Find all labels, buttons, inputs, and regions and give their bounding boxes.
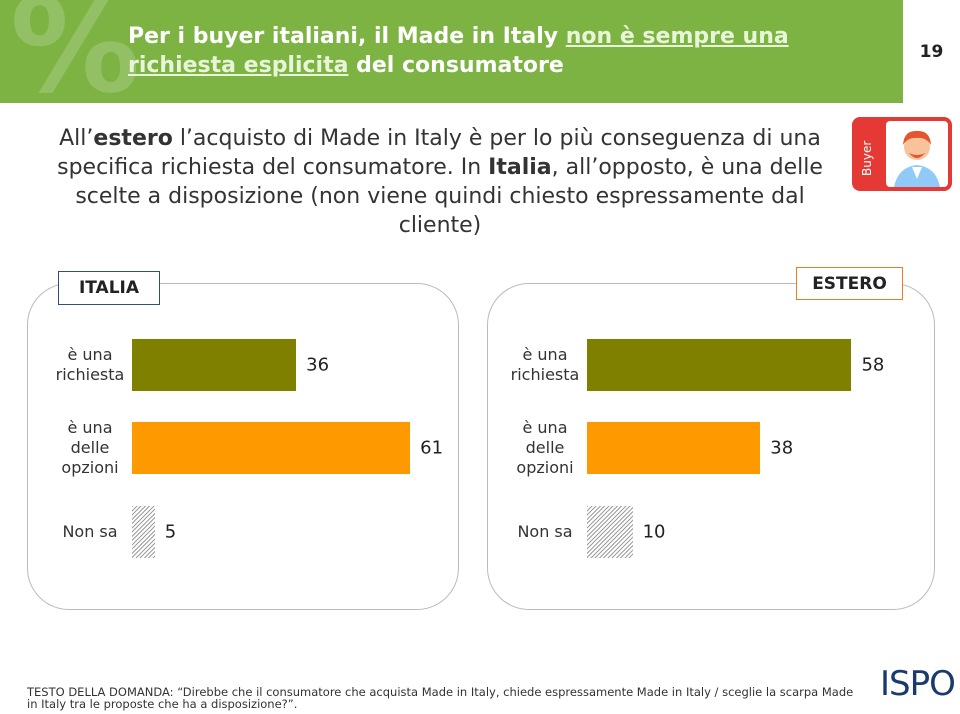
chart-title: ITALIA — [58, 271, 160, 305]
text: , all’opposto, è una delle scelte a disp… — [75, 155, 823, 238]
category-label: è una delle opzioni — [516, 418, 574, 477]
text: Italia — [488, 155, 552, 180]
badge — [852, 117, 952, 191]
text: All’ — [59, 126, 94, 151]
decoration: % — [10, 0, 141, 122]
category-label: è una richiesta — [55, 345, 125, 384]
text: estero — [93, 126, 173, 151]
title-part: non è sempre una richiesta esplicita — [128, 24, 789, 78]
bar — [587, 506, 633, 558]
footnote: TESTO DELLA DOMANDA: “Direbbe che il con… — [27, 685, 854, 711]
text: l’acquisto di Made in Italy è per lo più… — [57, 126, 821, 180]
bar — [132, 422, 411, 474]
category-label: Non sa — [62, 522, 118, 541]
chart-panel — [487, 283, 935, 610]
bar — [587, 339, 852, 391]
badge-label: Buyer — [860, 140, 874, 176]
category-label: è una richiesta — [510, 345, 580, 384]
category-label: è una delle opzioni — [61, 418, 119, 477]
value-label: 36 — [306, 354, 330, 376]
chart-title: ESTERO — [796, 267, 903, 300]
value-label: 38 — [770, 437, 794, 459]
buyer-icon — [886, 121, 948, 187]
value-label: 5 — [164, 521, 177, 543]
title-part: Per i buyer italiani, il Made in Italy — [128, 24, 566, 49]
chart-panel — [27, 283, 459, 610]
title-part: del consumatore — [348, 53, 564, 78]
page-number: 19 — [919, 41, 944, 62]
subtitle: All’estero l’acquisto di Made in Italy è… — [40, 124, 840, 240]
value-label: 58 — [861, 354, 885, 376]
slide-title: Per i buyer italiani, il Made in Italy n… — [128, 22, 868, 80]
category-label: Non sa — [517, 522, 573, 541]
value-label: 61 — [420, 437, 444, 459]
value-label: 10 — [642, 521, 666, 543]
logo: ISPO — [880, 664, 956, 704]
header-band — [0, 0, 903, 103]
bar — [132, 339, 297, 391]
bar — [587, 422, 761, 474]
bar — [132, 506, 155, 558]
